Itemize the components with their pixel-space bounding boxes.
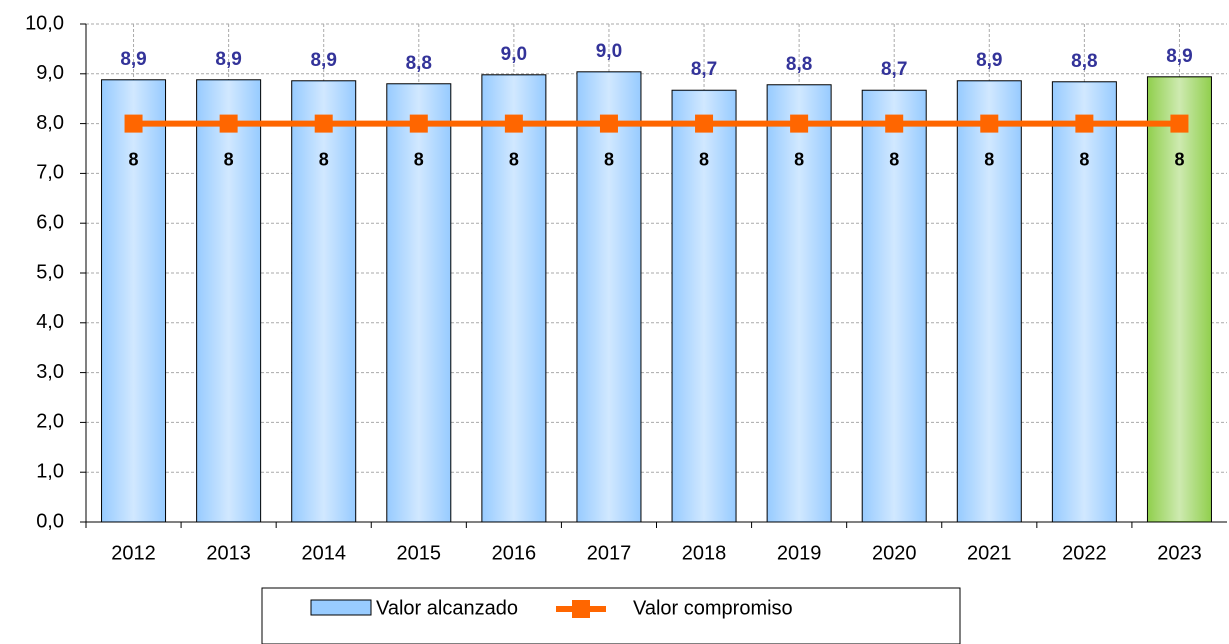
- bar-shine: [1148, 77, 1211, 522]
- bar-value-label: 8,9: [120, 49, 146, 70]
- x-tick-label: 2020: [872, 542, 917, 564]
- line-marker: [1170, 114, 1189, 133]
- x-tick-label: 2017: [587, 542, 632, 564]
- line-marker: [504, 114, 523, 133]
- x-tick-label: 2019: [777, 542, 822, 564]
- line-marker: [409, 114, 428, 133]
- legend-swatch: [310, 599, 372, 616]
- y-tick-label: 6,0: [36, 211, 64, 233]
- line-value-label: 8: [984, 149, 994, 169]
- bar-value-label: 8,8: [786, 54, 812, 75]
- line-value-label: 8: [604, 149, 614, 169]
- line-marker: [599, 114, 618, 133]
- line-value-label: 8: [794, 149, 804, 169]
- x-tick-label: 2016: [492, 542, 537, 564]
- line-value-label: 8: [129, 149, 139, 169]
- bar-shine: [768, 85, 831, 522]
- legend-swatch-marker: [572, 600, 590, 618]
- line-value-label: 8: [509, 149, 519, 169]
- legend-label: Valor alcanzado: [376, 597, 518, 619]
- bar-shine: [958, 81, 1021, 521]
- x-tick-label: 2022: [1062, 542, 1107, 564]
- bar-shine: [482, 75, 545, 522]
- bar-value-label: 8,9: [310, 50, 336, 71]
- bar-value-label: 8,9: [1166, 46, 1192, 67]
- bar-value-label: 8,9: [976, 50, 1002, 71]
- line-marker: [980, 114, 999, 133]
- y-tick-label: 7,0: [36, 162, 64, 184]
- bar-shine: [863, 91, 926, 521]
- line-marker: [885, 114, 904, 133]
- bar-value-label: 9,0: [501, 44, 527, 65]
- x-tick-label: 2014: [301, 542, 346, 564]
- bar-value-label: 8,8: [406, 53, 432, 74]
- line-value-label: 8: [889, 149, 899, 169]
- bar-value-label: 8,8: [1071, 51, 1097, 72]
- line-value-label: 8: [414, 149, 424, 169]
- y-tick-label: 4,0: [36, 311, 64, 333]
- x-tick-label: 2018: [682, 542, 727, 564]
- line-value-label: 8: [1174, 149, 1184, 169]
- line-marker: [1075, 114, 1094, 133]
- legend-box: [261, 587, 961, 644]
- bar-value-label: 8,7: [881, 59, 907, 80]
- line-value-label: 8: [224, 149, 234, 169]
- bar-shine: [292, 81, 355, 521]
- x-tick-label: 2012: [111, 542, 156, 564]
- x-tick-label: 2013: [206, 542, 251, 564]
- bar-shine: [673, 91, 736, 521]
- bar-value-label: 8,9: [215, 49, 241, 70]
- y-tick-label: 1,0: [36, 460, 64, 482]
- bar-shine: [577, 72, 640, 522]
- x-tick-label: 2023: [1157, 542, 1202, 564]
- bar-shine: [1053, 82, 1116, 521]
- bar-value-label: 9,0: [596, 41, 622, 62]
- line-value-label: 8: [699, 149, 709, 169]
- line-marker: [314, 114, 333, 133]
- bar-shine: [387, 84, 450, 521]
- y-tick-label: 5,0: [36, 261, 64, 283]
- y-tick-label: 3,0: [36, 361, 64, 383]
- bar-shine: [197, 80, 260, 521]
- y-tick-label: 8,0: [36, 112, 64, 134]
- y-tick-label: 9,0: [36, 62, 64, 84]
- x-tick-label: 2015: [397, 542, 442, 564]
- y-tick-label: 2,0: [36, 411, 64, 433]
- line-marker: [124, 114, 143, 133]
- y-tick-label: 0,0: [36, 510, 64, 532]
- line-marker: [790, 114, 809, 133]
- bar-value-label: 8,7: [691, 59, 717, 80]
- line-value-label: 8: [1079, 149, 1089, 169]
- line-marker: [219, 114, 238, 133]
- line-marker: [695, 114, 714, 133]
- legend-label: Valor compromiso: [633, 597, 793, 619]
- bar-shine: [102, 80, 165, 521]
- y-tick-label: 10,0: [25, 12, 64, 34]
- x-tick-label: 2021: [967, 542, 1012, 564]
- line-value-label: 8: [319, 149, 329, 169]
